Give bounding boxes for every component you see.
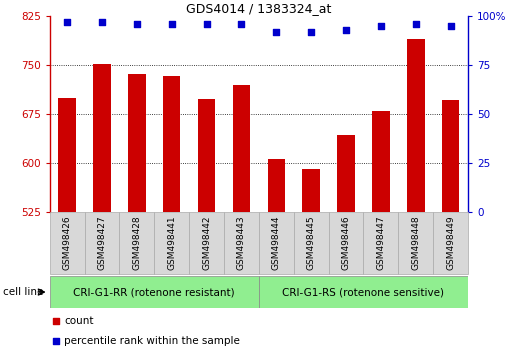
Point: [167, 21, 176, 27]
Bar: [85, 212, 119, 274]
Text: CRI-G1-RR (rotenone resistant): CRI-G1-RR (rotenone resistant): [73, 287, 235, 297]
Bar: [189, 212, 224, 274]
Bar: [224, 212, 259, 274]
Bar: [119, 212, 154, 274]
Bar: [59, 98, 76, 212]
Point: [412, 21, 420, 27]
Text: GSM498427: GSM498427: [97, 216, 107, 270]
Text: GSM498447: GSM498447: [377, 216, 385, 270]
Text: GSM498443: GSM498443: [237, 216, 246, 270]
Bar: [128, 74, 145, 212]
Text: GSM498428: GSM498428: [132, 216, 141, 270]
Bar: [337, 135, 355, 212]
Point: [133, 21, 141, 27]
Text: GSM498445: GSM498445: [306, 216, 316, 270]
Bar: [259, 276, 468, 308]
Text: count: count: [64, 316, 94, 326]
Bar: [233, 85, 250, 212]
Bar: [50, 212, 85, 274]
Text: CRI-G1-RS (rotenone sensitive): CRI-G1-RS (rotenone sensitive): [282, 287, 445, 297]
Bar: [407, 39, 425, 212]
Text: GSM498426: GSM498426: [63, 216, 72, 270]
Point: [307, 29, 315, 34]
Title: GDS4014 / 1383324_at: GDS4014 / 1383324_at: [186, 2, 332, 15]
Point: [202, 21, 211, 27]
Point: [342, 27, 350, 33]
Text: percentile rank within the sample: percentile rank within the sample: [64, 336, 240, 346]
Bar: [93, 64, 111, 212]
Text: GSM498449: GSM498449: [446, 216, 455, 270]
Bar: [363, 212, 399, 274]
Text: GSM498442: GSM498442: [202, 216, 211, 270]
Text: GSM498444: GSM498444: [272, 216, 281, 270]
Bar: [154, 212, 189, 274]
Bar: [399, 212, 433, 274]
Text: cell line: cell line: [3, 287, 43, 297]
Bar: [50, 276, 259, 308]
Bar: [259, 212, 294, 274]
Bar: [433, 212, 468, 274]
Point: [52, 319, 60, 324]
Text: GSM498441: GSM498441: [167, 216, 176, 270]
Bar: [294, 212, 328, 274]
Bar: [198, 99, 215, 212]
Text: GSM498446: GSM498446: [342, 216, 350, 270]
Bar: [302, 169, 320, 212]
Point: [272, 29, 280, 34]
Point: [377, 23, 385, 29]
Text: GSM498448: GSM498448: [411, 216, 420, 270]
Bar: [442, 100, 459, 212]
Point: [63, 19, 71, 25]
Point: [52, 338, 60, 343]
Bar: [372, 111, 390, 212]
Point: [447, 23, 455, 29]
Point: [237, 21, 246, 27]
Point: [98, 19, 106, 25]
Bar: [163, 76, 180, 212]
Bar: [268, 159, 285, 212]
Bar: [328, 212, 363, 274]
